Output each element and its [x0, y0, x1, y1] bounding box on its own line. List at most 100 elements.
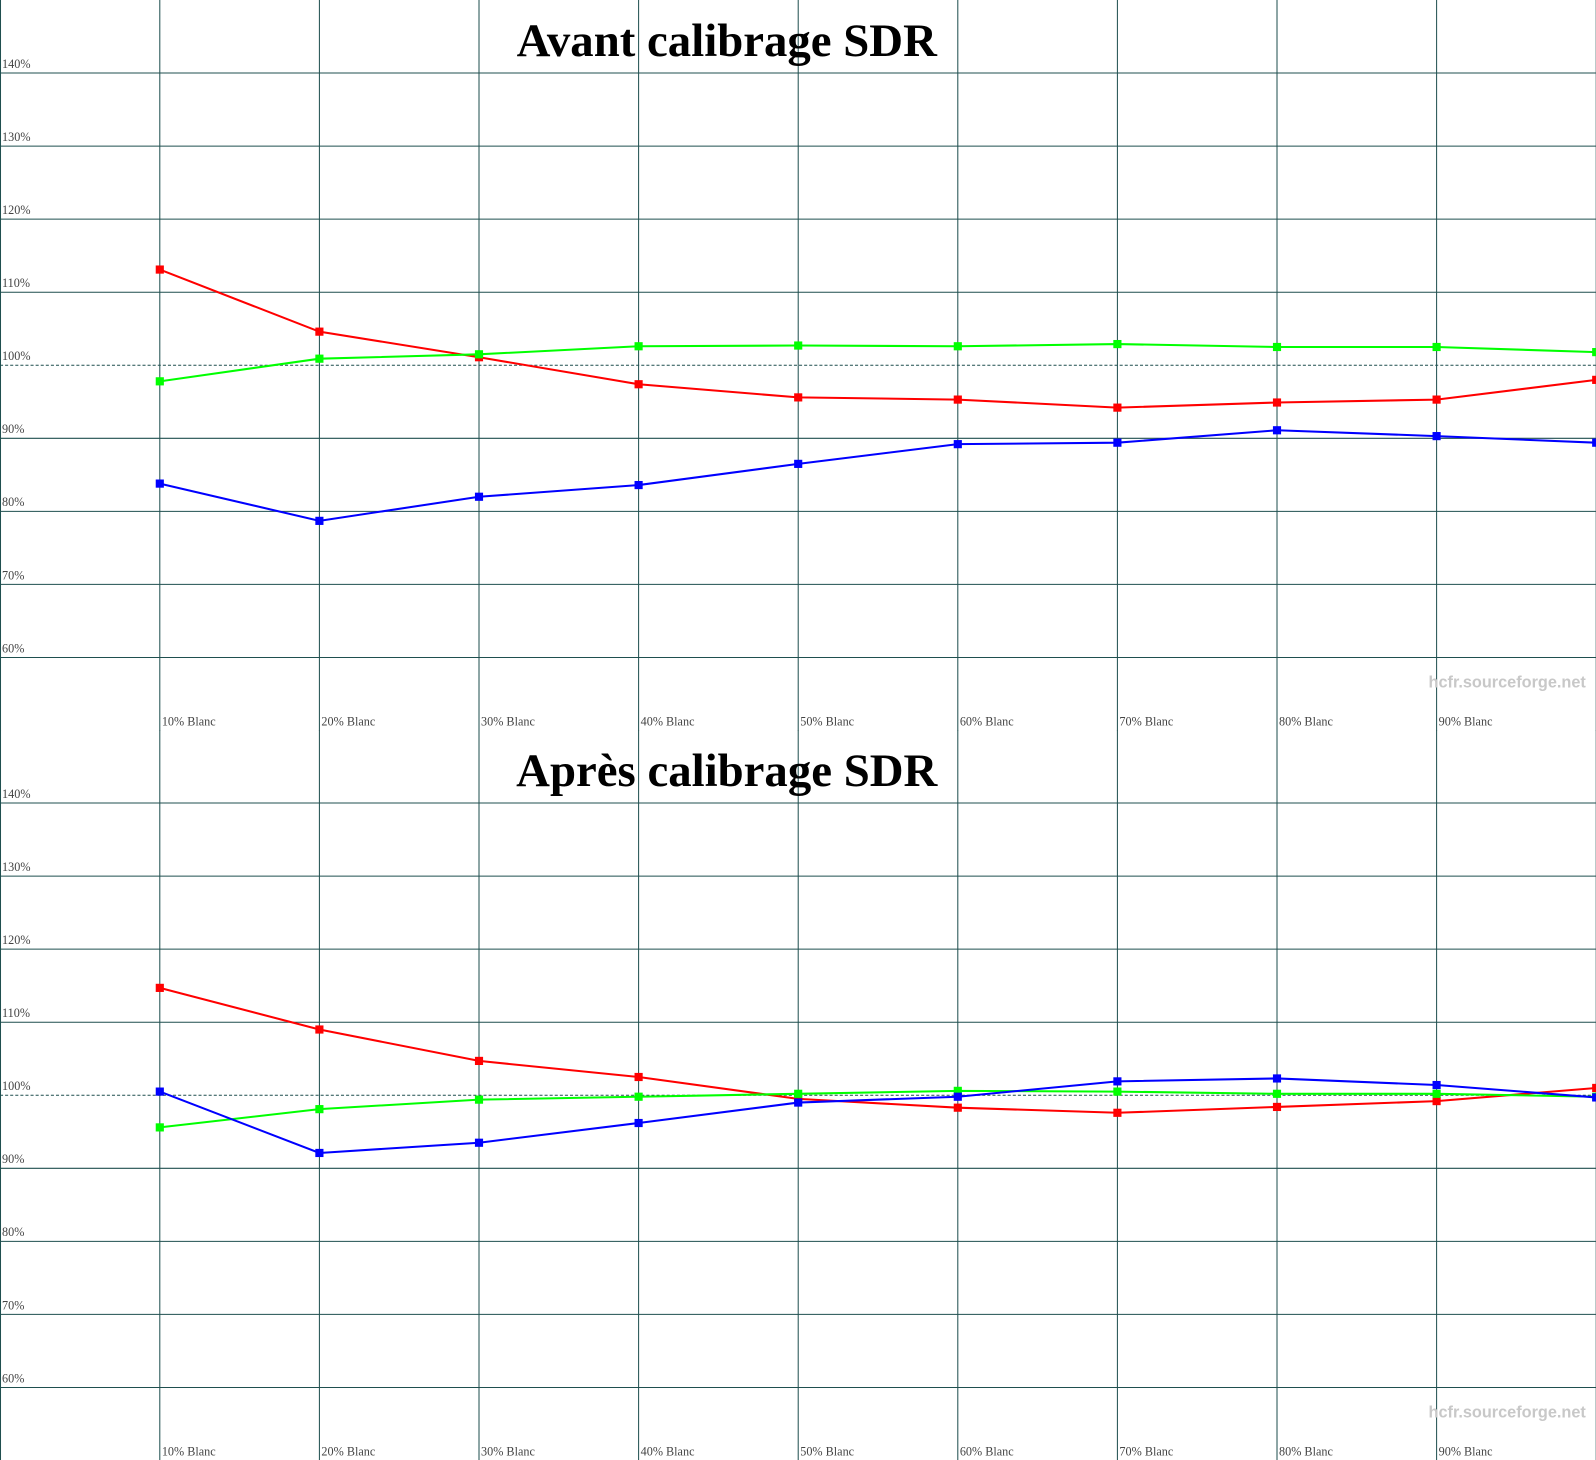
marker — [1432, 1080, 1441, 1090]
marker — [634, 1118, 643, 1128]
marker — [634, 480, 643, 490]
y-tick-label: 70% — [2, 568, 24, 582]
marker — [474, 1056, 484, 1066]
y-tick-label: 60% — [2, 1371, 24, 1385]
marker — [1592, 1083, 1596, 1093]
marker — [155, 377, 164, 386]
x-tick-label: 60% Blanc — [960, 1444, 1014, 1458]
x-tick-label: 40% Blanc — [641, 714, 695, 728]
y-tick-label: 130% — [2, 130, 30, 144]
marker — [1113, 1077, 1122, 1086]
marker — [1272, 426, 1282, 435]
x-tick-label: 20% Blanc — [321, 714, 375, 728]
y-tick-label: 130% — [2, 860, 30, 874]
marker — [953, 342, 962, 351]
marker — [1592, 438, 1596, 447]
chart-title: Après calibrage SDR — [516, 745, 938, 797]
marker — [474, 1138, 484, 1147]
marker — [1272, 1074, 1282, 1083]
marker — [1432, 395, 1441, 404]
series-line — [159, 1089, 1596, 1129]
marker — [1113, 438, 1122, 447]
y-tick-label: 100% — [2, 1079, 30, 1093]
marker — [1272, 1089, 1282, 1098]
series-line — [159, 986, 1596, 1114]
marker — [1272, 1102, 1282, 1112]
x-tick-label: 10% Blanc — [162, 714, 216, 728]
watermark: hcfr.sourceforge.net — [1429, 1404, 1587, 1422]
y-tick-label: 120% — [2, 203, 30, 217]
marker — [155, 1087, 164, 1096]
marker — [1113, 1108, 1122, 1117]
marker — [315, 354, 324, 363]
marker — [953, 1103, 962, 1112]
x-tick-label: 70% Blanc — [1119, 714, 1173, 728]
marker — [155, 265, 164, 274]
y-tick-label: 60% — [2, 641, 24, 655]
marker — [1432, 432, 1441, 441]
x-tick-label: 60% Blanc — [960, 714, 1014, 728]
marker — [155, 1123, 164, 1132]
marker — [953, 1092, 962, 1101]
marker — [1592, 375, 1596, 384]
marker — [1272, 398, 1282, 407]
x-tick-label: 50% Blanc — [800, 714, 854, 728]
series-line — [159, 1077, 1596, 1154]
x-tick-label: 30% Blanc — [481, 1444, 535, 1458]
y-tick-label: 80% — [2, 1225, 24, 1239]
x-tick-label: 90% Blanc — [1439, 714, 1493, 728]
x-tick-label: 90% Blanc — [1439, 1444, 1493, 1458]
marker — [1592, 348, 1596, 357]
y-tick-label: 120% — [2, 933, 30, 947]
marker — [794, 341, 803, 350]
chart-title: Avant calibrage SDR — [517, 15, 938, 67]
marker — [315, 516, 324, 525]
y-tick-label: 90% — [2, 1152, 24, 1166]
marker — [474, 492, 484, 501]
marker — [1113, 1087, 1122, 1096]
y-tick-label: 100% — [2, 349, 30, 363]
series-line — [159, 268, 1596, 409]
marker — [1272, 342, 1282, 352]
marker — [953, 1086, 962, 1095]
x-tick-label: 50% Blanc — [800, 1444, 854, 1458]
y-tick-label: 110% — [2, 276, 30, 290]
x-tick-label: 80% Blanc — [1279, 1444, 1333, 1458]
marker — [155, 479, 164, 488]
y-tick-label: 140% — [2, 57, 30, 71]
marker — [1113, 403, 1122, 412]
x-tick-label: 30% Blanc — [481, 714, 535, 728]
y-tick-label: 110% — [2, 1006, 30, 1020]
marker — [953, 440, 962, 449]
x-tick-label: 20% Blanc — [321, 1444, 375, 1458]
marker — [634, 342, 643, 351]
marker — [794, 459, 803, 468]
marker — [315, 327, 324, 336]
x-tick-label: 80% Blanc — [1279, 714, 1333, 728]
watermark: hcfr.sourceforge.net — [1429, 674, 1587, 692]
marker — [1592, 1093, 1596, 1102]
y-tick-label: 70% — [2, 1298, 24, 1312]
marker — [634, 1092, 643, 1101]
marker — [1432, 342, 1441, 352]
marker — [315, 1148, 324, 1158]
marker — [794, 1089, 803, 1098]
marker — [634, 1072, 643, 1082]
y-tick-label: 140% — [2, 787, 30, 801]
marker — [1113, 339, 1122, 349]
y-tick-label: 80% — [2, 495, 24, 509]
series-line — [159, 429, 1596, 522]
series-line — [159, 343, 1596, 383]
marker — [1432, 1089, 1441, 1098]
marker — [953, 395, 962, 404]
marker — [474, 1095, 484, 1104]
marker — [315, 1025, 324, 1034]
marker — [1432, 1097, 1441, 1106]
marker — [634, 380, 643, 389]
x-tick-label: 40% Blanc — [641, 1444, 695, 1458]
marker — [474, 350, 484, 359]
y-tick-label: 90% — [2, 422, 24, 436]
x-tick-label: 70% Blanc — [1119, 1444, 1173, 1458]
marker — [794, 393, 803, 402]
